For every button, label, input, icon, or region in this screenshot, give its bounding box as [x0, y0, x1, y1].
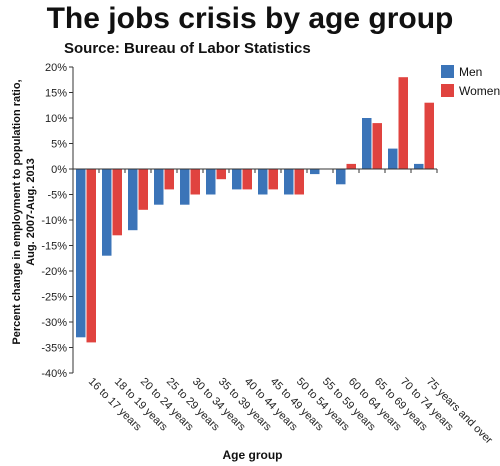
- y-tick-label: -15%: [41, 241, 67, 253]
- bar-men: [180, 169, 190, 205]
- bar-men: [310, 169, 320, 175]
- legend-swatch-women: [441, 84, 454, 97]
- y-tick-label: -10%: [41, 215, 67, 227]
- bar-women: [190, 169, 200, 195]
- bar-women: [216, 169, 226, 180]
- y-tick-label: 15%: [45, 88, 67, 100]
- bar-men: [414, 163, 424, 169]
- bar-men: [206, 169, 216, 195]
- bar-men: [76, 169, 86, 338]
- bar-women: [294, 169, 304, 195]
- y-tick-label: -35%: [41, 343, 67, 355]
- bar-men: [154, 169, 164, 205]
- x-axis-label: Age group: [222, 448, 283, 462]
- bar-men: [232, 169, 242, 190]
- legend: Men Women: [441, 62, 500, 100]
- legend-label-women: Women: [459, 83, 500, 98]
- bar-men: [388, 148, 398, 169]
- chart-title: The jobs crisis by age group: [46, 2, 454, 35]
- bar-women: [112, 169, 122, 236]
- y-tick-label: 0%: [51, 164, 67, 176]
- bar-men: [336, 169, 346, 185]
- legend-label-men: Men: [459, 64, 483, 79]
- y-tick-label: -20%: [41, 266, 67, 278]
- bar-women: [164, 169, 174, 190]
- chart-subtitle: Source: Bureau of Labor Statistics: [64, 40, 311, 57]
- bar-men: [362, 118, 372, 169]
- bar-women: [268, 169, 278, 190]
- y-tick-label: -5%: [47, 190, 67, 202]
- bar-men: [128, 169, 138, 231]
- legend-item-women: Women: [441, 81, 500, 100]
- bar-women: [398, 77, 408, 169]
- bar-women: [242, 169, 252, 190]
- y-tick-label: -25%: [41, 292, 67, 304]
- bar-men: [284, 169, 294, 195]
- bar-women: [346, 163, 356, 169]
- bar-men: [102, 169, 112, 256]
- y-tick-label: -40%: [41, 368, 67, 380]
- legend-item-men: Men: [441, 62, 500, 81]
- bar-women: [86, 169, 96, 343]
- legend-swatch-men: [441, 65, 454, 78]
- bar-women: [138, 169, 148, 210]
- y-tick-label: 10%: [45, 113, 67, 125]
- bar-women: [424, 102, 434, 169]
- bar-men: [258, 169, 268, 195]
- bar-women: [372, 123, 382, 169]
- y-tick-label: -30%: [41, 317, 67, 329]
- y-tick-label: 20%: [45, 62, 67, 74]
- y-tick-label: 5%: [51, 139, 67, 151]
